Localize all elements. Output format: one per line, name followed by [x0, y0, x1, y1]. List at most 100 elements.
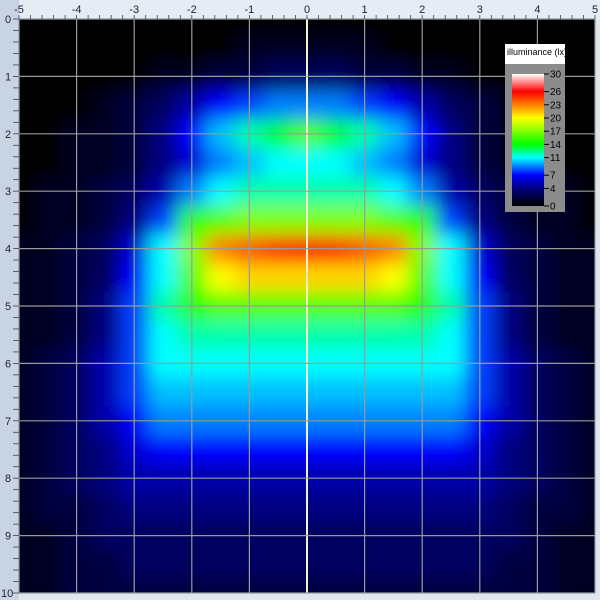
- heatmap-cell: [379, 549, 409, 580]
- heatmap-cell: [206, 578, 236, 593]
- heatmap-cell: [494, 262, 524, 293]
- heatmap-cell: [436, 90, 466, 120]
- heatmap-cell: [148, 262, 178, 293]
- heatmap-cell: [19, 377, 34, 407]
- heatmap-cell: [33, 549, 63, 580]
- heatmap-cell: [436, 492, 466, 522]
- heatmap-cell: [494, 492, 524, 522]
- heatmap-cell: [206, 19, 236, 34]
- grid-lines: [18, 18, 596, 594]
- heatmap-cell: [91, 148, 121, 178]
- x-tick-label: 1: [362, 4, 368, 16]
- heatmap-cell: [263, 435, 294, 465]
- top-axis-band: [0, 0, 600, 19]
- heatmap-cell: [580, 377, 595, 407]
- x-tick-label: 2: [419, 4, 425, 16]
- heatmap-cell: [33, 492, 63, 522]
- heatmap-cell: [494, 320, 524, 350]
- heatmap-cell: [379, 320, 409, 350]
- legend-tick-label: 26: [550, 87, 562, 98]
- heatmap-cell: [91, 262, 121, 293]
- heatmap-cell: [263, 205, 294, 235]
- heatmap-cell: [19, 435, 34, 465]
- heatmap-cell: [33, 205, 63, 235]
- heatmap-cell: [551, 320, 582, 350]
- heatmap-cell: [19, 262, 34, 293]
- heatmap-cell: [379, 148, 409, 178]
- heatmap-cell: [321, 492, 351, 522]
- heatmap-cell: [91, 377, 121, 407]
- heatmap-cell: [263, 549, 294, 580]
- heatmap-cell: [19, 205, 34, 235]
- legend-header: [505, 44, 565, 64]
- x-tick-label: -1: [245, 4, 255, 16]
- heatmap-cell: [206, 205, 236, 235]
- heatmap-cell: [580, 33, 595, 63]
- y-tick-label: 10: [1, 588, 13, 600]
- heatmap-cell: [321, 377, 351, 407]
- heatmap-cell: [91, 90, 121, 120]
- heatmap-cell: [494, 435, 524, 465]
- heatmap-cell: [148, 320, 178, 350]
- heatmap-cell: [494, 578, 524, 593]
- heatmap-cell: [206, 33, 236, 63]
- legend-title: illuminance (lx): [507, 47, 567, 57]
- legend-tick-label: 4: [550, 184, 556, 195]
- heatmap-cell: [206, 90, 236, 120]
- heatmap-cell: [321, 320, 351, 350]
- heatmap-cell: [321, 148, 351, 178]
- y-tick-label: 8: [5, 473, 11, 485]
- heatmap-cell: [436, 549, 466, 580]
- heatmap-cell: [436, 205, 466, 235]
- heatmap-cell: [206, 262, 236, 293]
- heatmap-cell: [19, 549, 34, 580]
- legend-tick-label: 0: [550, 202, 556, 213]
- y-tick-label: 1: [5, 71, 11, 83]
- heatmap-cell: [33, 578, 63, 593]
- heatmap-cell: [321, 549, 351, 580]
- heatmap-cell: [33, 262, 63, 293]
- heatmap-cell: [206, 435, 236, 465]
- heatmap-cell: [148, 90, 178, 120]
- y-tick-label: 2: [5, 129, 11, 141]
- heatmap-cell: [321, 90, 351, 120]
- legend-tick-label: 23: [550, 100, 562, 111]
- heatmap-cell: [321, 33, 351, 63]
- heatmap-cell: [263, 19, 294, 34]
- heatmap-cell: [436, 578, 466, 593]
- heatmap-cell: [19, 33, 34, 63]
- heatmap-cell: [580, 549, 595, 580]
- legend-tick-label: 20: [550, 114, 562, 125]
- heatmap-cell: [148, 19, 178, 34]
- heatmap-cell: [551, 492, 582, 522]
- heatmap-cell: [33, 435, 63, 465]
- heatmap-cell: [19, 320, 34, 350]
- heatmap-cell: [379, 492, 409, 522]
- heatmap-cell: [436, 320, 466, 350]
- heatmap-cell: [551, 377, 582, 407]
- y-tick-label: 0: [5, 14, 11, 26]
- heatmap-cell: [580, 435, 595, 465]
- heatmap-cell: [91, 320, 121, 350]
- heatmap-cell: [321, 19, 351, 34]
- heatmap-cell: [580, 262, 595, 293]
- heatmap-cell: [206, 549, 236, 580]
- heatmap-cell: [33, 33, 63, 63]
- heatmap-cell: [91, 33, 121, 63]
- y-tick-label: 4: [5, 244, 11, 256]
- heatmap-cell: [494, 549, 524, 580]
- heatmap-cell: [436, 33, 466, 63]
- y-tick-label: 7: [5, 416, 11, 428]
- heatmap-cell: [91, 578, 121, 593]
- heatmap-cell: [19, 492, 34, 522]
- heatmap-cell: [148, 578, 178, 593]
- x-tick-label: 4: [534, 4, 540, 16]
- heatmap-cell: [263, 90, 294, 120]
- heatmap-cell: [379, 90, 409, 120]
- heatmap-cell: [379, 377, 409, 407]
- heatmap-cell: [33, 320, 63, 350]
- heatmap-cell: [33, 148, 63, 178]
- x-tick-label: -2: [187, 4, 197, 16]
- heatmap-cell: [91, 19, 121, 34]
